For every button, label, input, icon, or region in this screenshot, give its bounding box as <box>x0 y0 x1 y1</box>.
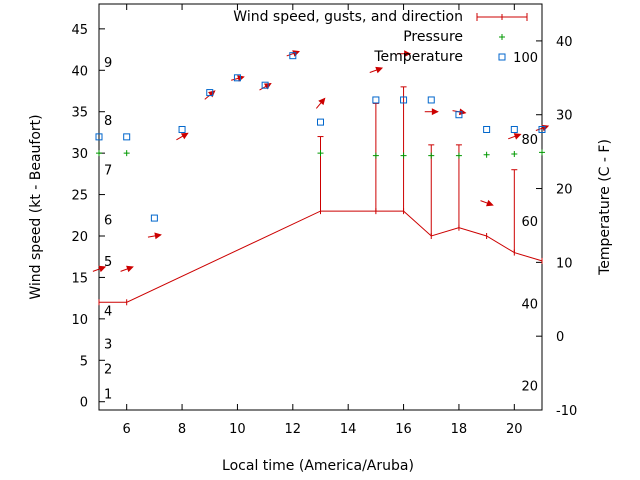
x-tick-label: 18 <box>451 422 468 437</box>
temperature-point <box>123 133 131 141</box>
legend-label-wind: Wind speed, gusts, and direction <box>233 9 463 25</box>
x-tick-label: 8 <box>178 422 186 437</box>
wind-speed-line <box>99 210 543 303</box>
temperature-point <box>233 74 241 82</box>
temperature-point <box>483 125 491 133</box>
pressure-point <box>123 150 130 157</box>
wind-arrow-head <box>126 265 134 273</box>
fahrenheit-label: 40 <box>521 298 538 313</box>
wind-arrow-head <box>375 66 384 74</box>
beaufort-label: 1 <box>104 387 112 402</box>
legend-label-pressure: Pressure <box>403 29 463 45</box>
y-tick-label: 25 <box>71 189 88 204</box>
legend-label-temperature: Temperature <box>373 49 463 65</box>
pressure-point <box>455 152 462 159</box>
wind-arrow-head <box>486 199 494 207</box>
beaufort-labels: 1 2 3 4 5 6 7 8 9 <box>104 56 112 402</box>
wind-arrow-head <box>208 90 216 98</box>
series-group <box>92 50 550 306</box>
y-axis-label: Wind speed (kt - Beaufort) <box>28 114 44 299</box>
legend-sample-pressure <box>499 34 505 40</box>
wind-arrow-head <box>318 97 326 106</box>
fahrenheit-labels: 20 40 60 80 100 <box>513 51 538 394</box>
y-tick-label: 35 <box>71 106 88 121</box>
tick-group: 6 8 10 12 14 16 18 20051015202530354045-1001020… <box>71 4 577 437</box>
temperature-point <box>427 96 435 104</box>
beaufort-label: 6 <box>104 213 112 228</box>
pressure-point <box>483 151 490 158</box>
y2-tick-label: -10 <box>556 404 577 419</box>
x-tick-label: 6 <box>123 422 131 437</box>
y2-tick-label: 0 <box>556 330 564 345</box>
x-tick-label: 16 <box>395 422 412 437</box>
temperature-point <box>178 125 186 133</box>
wind-arrow-head <box>513 133 522 140</box>
temperature-point <box>510 125 518 133</box>
temperature-point <box>317 118 324 126</box>
wind-arrow-head <box>154 232 162 240</box>
pressure-point <box>96 150 102 157</box>
temperature-point <box>150 214 158 222</box>
beaufort-label: 3 <box>104 338 112 353</box>
beaufort-label: 2 <box>104 363 112 378</box>
x-axis-label: Local time (America/Aruba) <box>222 458 414 474</box>
wind-arrow-head <box>431 108 439 116</box>
y-tick-label: 20 <box>71 230 88 245</box>
y-tick-label: 45 <box>71 23 88 38</box>
temperature-point <box>455 111 463 119</box>
y-tick-label: 40 <box>71 64 88 79</box>
x-tick-label: 12 <box>285 422 302 437</box>
y-tick-label: 30 <box>71 147 88 162</box>
y2-tick-label: 40 <box>556 35 573 50</box>
y2-tick-label: 10 <box>556 256 573 271</box>
fahrenheit-label: 100 <box>513 51 538 66</box>
pressure-point <box>317 150 324 157</box>
fahrenheit-label: 20 <box>521 380 538 395</box>
x-tick-label: 20 <box>506 422 523 437</box>
temperature-point <box>289 52 297 60</box>
fahrenheit-label: 80 <box>521 133 538 148</box>
pressure-point <box>400 152 407 159</box>
y-tick-label: 15 <box>71 271 88 286</box>
wind-arrow-head <box>180 132 189 140</box>
pressure-point <box>372 152 379 159</box>
temperature-point <box>261 81 269 89</box>
beaufort-label: 4 <box>104 305 112 320</box>
y-tick-label: 10 <box>71 313 88 328</box>
temperature-point <box>372 96 380 104</box>
legend-sample-temperature <box>498 53 506 61</box>
y2-axis-label: Temperature (C - F) <box>597 139 613 276</box>
y-tick-label: 0 <box>80 396 88 411</box>
pressure-point <box>428 152 435 159</box>
fahrenheit-label: 60 <box>521 215 538 230</box>
temperature-point <box>95 133 103 141</box>
x-tick-label: 14 <box>340 422 357 437</box>
y-tick-label: 5 <box>80 354 88 369</box>
pressure-point <box>539 149 545 156</box>
plot-frame <box>98 3 543 411</box>
temperature-point <box>400 96 408 104</box>
wind-arrow-head <box>98 265 107 273</box>
temperature-point <box>206 89 214 97</box>
beaufort-label: 7 <box>104 164 112 179</box>
beaufort-label: 8 <box>104 114 112 129</box>
wind-arrow-head <box>404 50 412 58</box>
x-tick-label: 10 <box>229 422 246 437</box>
beaufort-label: 9 <box>104 56 112 71</box>
temperature-point <box>538 125 546 133</box>
beaufort-label: 5 <box>104 255 112 270</box>
pressure-point <box>511 150 518 157</box>
legend: Wind speed, gusts, and direction Pressure… <box>233 9 528 65</box>
y2-tick-label: 20 <box>556 183 573 198</box>
y2-tick-label: 30 <box>556 109 573 124</box>
